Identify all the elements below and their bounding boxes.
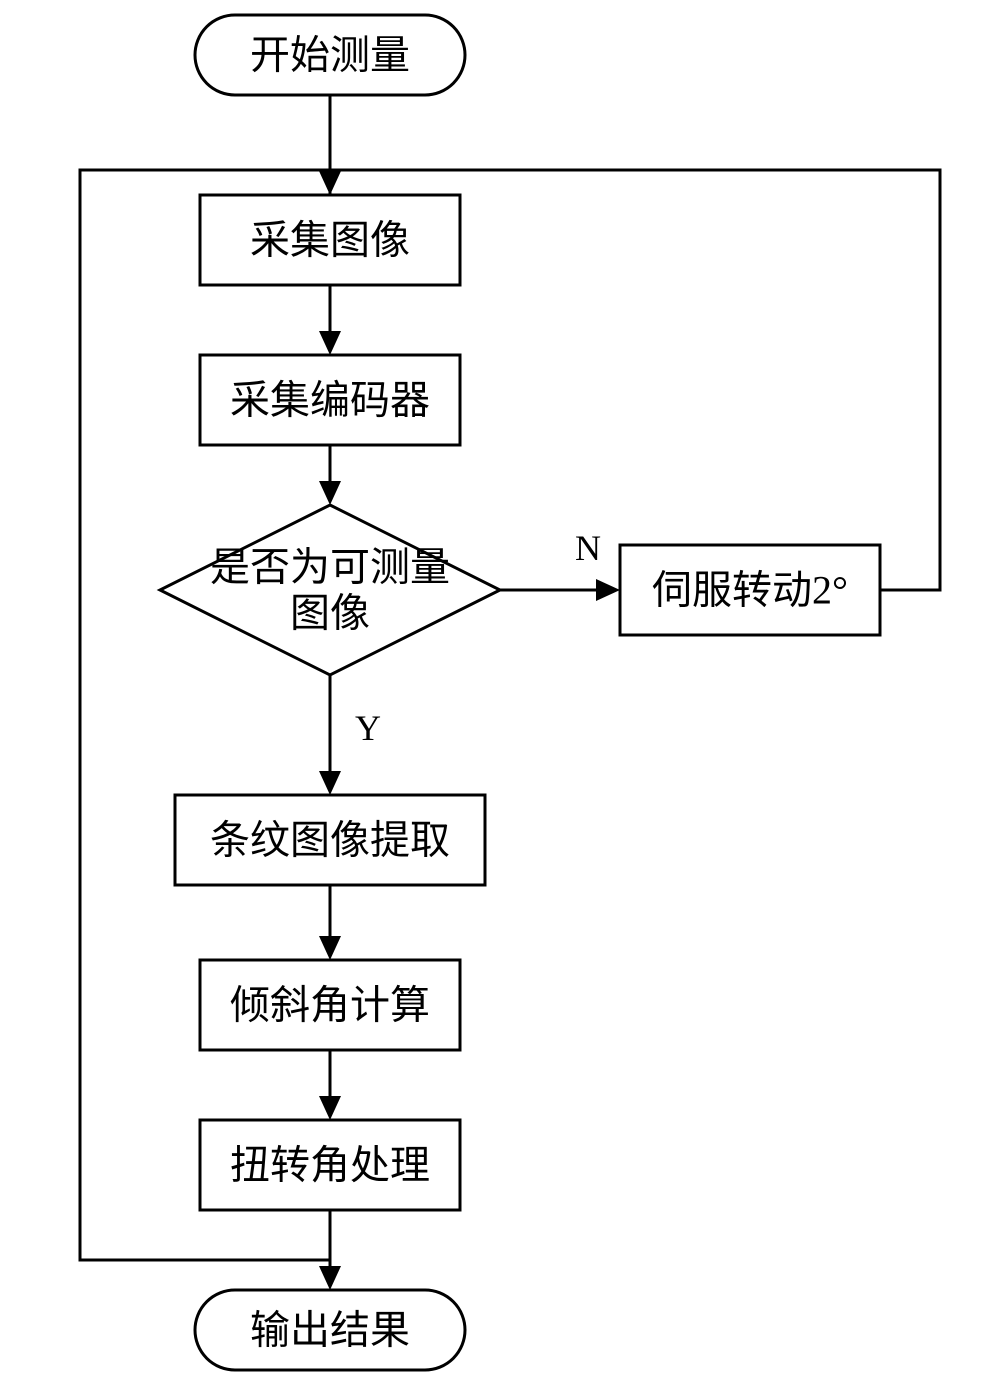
- node-decision-label-0: 是否为可测量: [210, 545, 450, 590]
- node-start: 开始测量: [195, 15, 465, 95]
- node-encoder: 采集编码器: [200, 355, 460, 445]
- node-twist: 扭转角处理: [200, 1120, 460, 1210]
- node-start-label: 开始测量: [250, 33, 410, 78]
- svg-text:Y: Y: [355, 708, 381, 748]
- node-acquire-label: 采集图像: [250, 218, 410, 263]
- node-stripe: 条纹图像提取: [175, 795, 485, 885]
- node-output-label: 输出结果: [250, 1308, 410, 1353]
- node-acquire: 采集图像: [200, 195, 460, 285]
- node-stripe-label: 条纹图像提取: [210, 818, 450, 863]
- node-output: 输出结果: [195, 1290, 465, 1370]
- svg-text:N: N: [575, 528, 601, 568]
- node-encoder-label: 采集编码器: [230, 378, 430, 423]
- node-tilt-label: 倾斜角计算: [230, 983, 430, 1028]
- node-tilt: 倾斜角计算: [200, 960, 460, 1050]
- node-twist-label: 扭转角处理: [230, 1143, 430, 1188]
- node-servo: 伺服转动2°: [620, 545, 880, 635]
- node-servo-label: 伺服转动2°: [652, 568, 848, 613]
- node-decision-label-1: 图像: [290, 591, 370, 636]
